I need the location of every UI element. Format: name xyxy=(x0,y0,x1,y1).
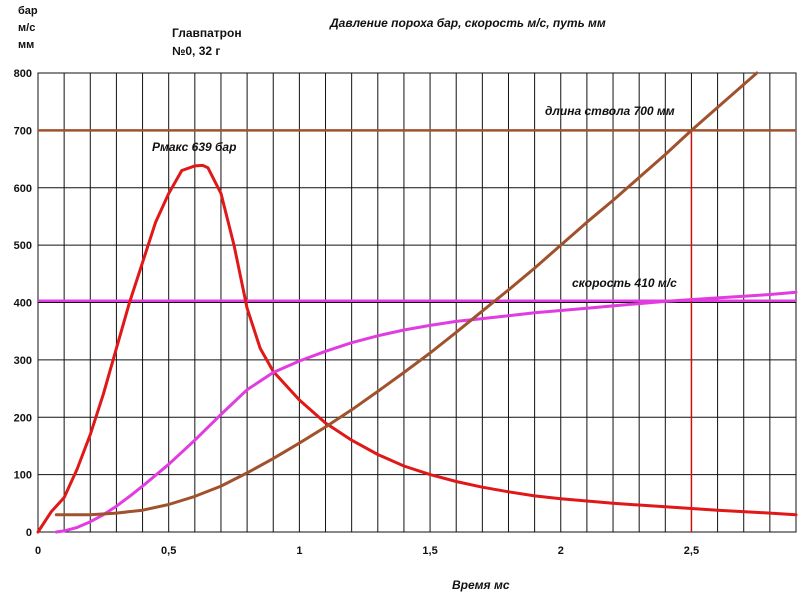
peak-pressure-annotation: Рмакс 639 бар xyxy=(152,140,236,154)
y-tick-label: 0 xyxy=(26,527,32,539)
y-tick-label: 600 xyxy=(14,183,32,195)
x-tick-label: 0,5 xyxy=(161,545,176,557)
y-tick-label: 100 xyxy=(14,470,32,482)
x-tick-label: 2,5 xyxy=(684,545,699,557)
velocity-series-line xyxy=(56,292,796,532)
y-tick-label: 300 xyxy=(14,355,32,367)
y-tick-label: 700 xyxy=(14,125,32,137)
chart-plot: 0 100 200 300 400 500 600 700 800 0 0,5 1 1,5 2 2,5 xyxy=(0,0,800,592)
x-tick-label: 2 xyxy=(558,545,564,557)
x-tick-label: 1,5 xyxy=(422,545,437,557)
y-tick-label: 800 xyxy=(14,68,32,80)
barrel-length-annotation: длина ствола 700 мм xyxy=(545,104,675,118)
y-tick-label: 200 xyxy=(14,412,32,424)
x-tick-label: 1 xyxy=(296,545,302,557)
y-tick-label: 400 xyxy=(14,298,32,310)
x-tick-label: 0 xyxy=(35,545,41,557)
x-axis-label: Время мс xyxy=(452,578,510,592)
y-tick-label: 500 xyxy=(14,240,32,252)
muzzle-velocity-annotation: скорость 410 м/с xyxy=(572,276,677,290)
